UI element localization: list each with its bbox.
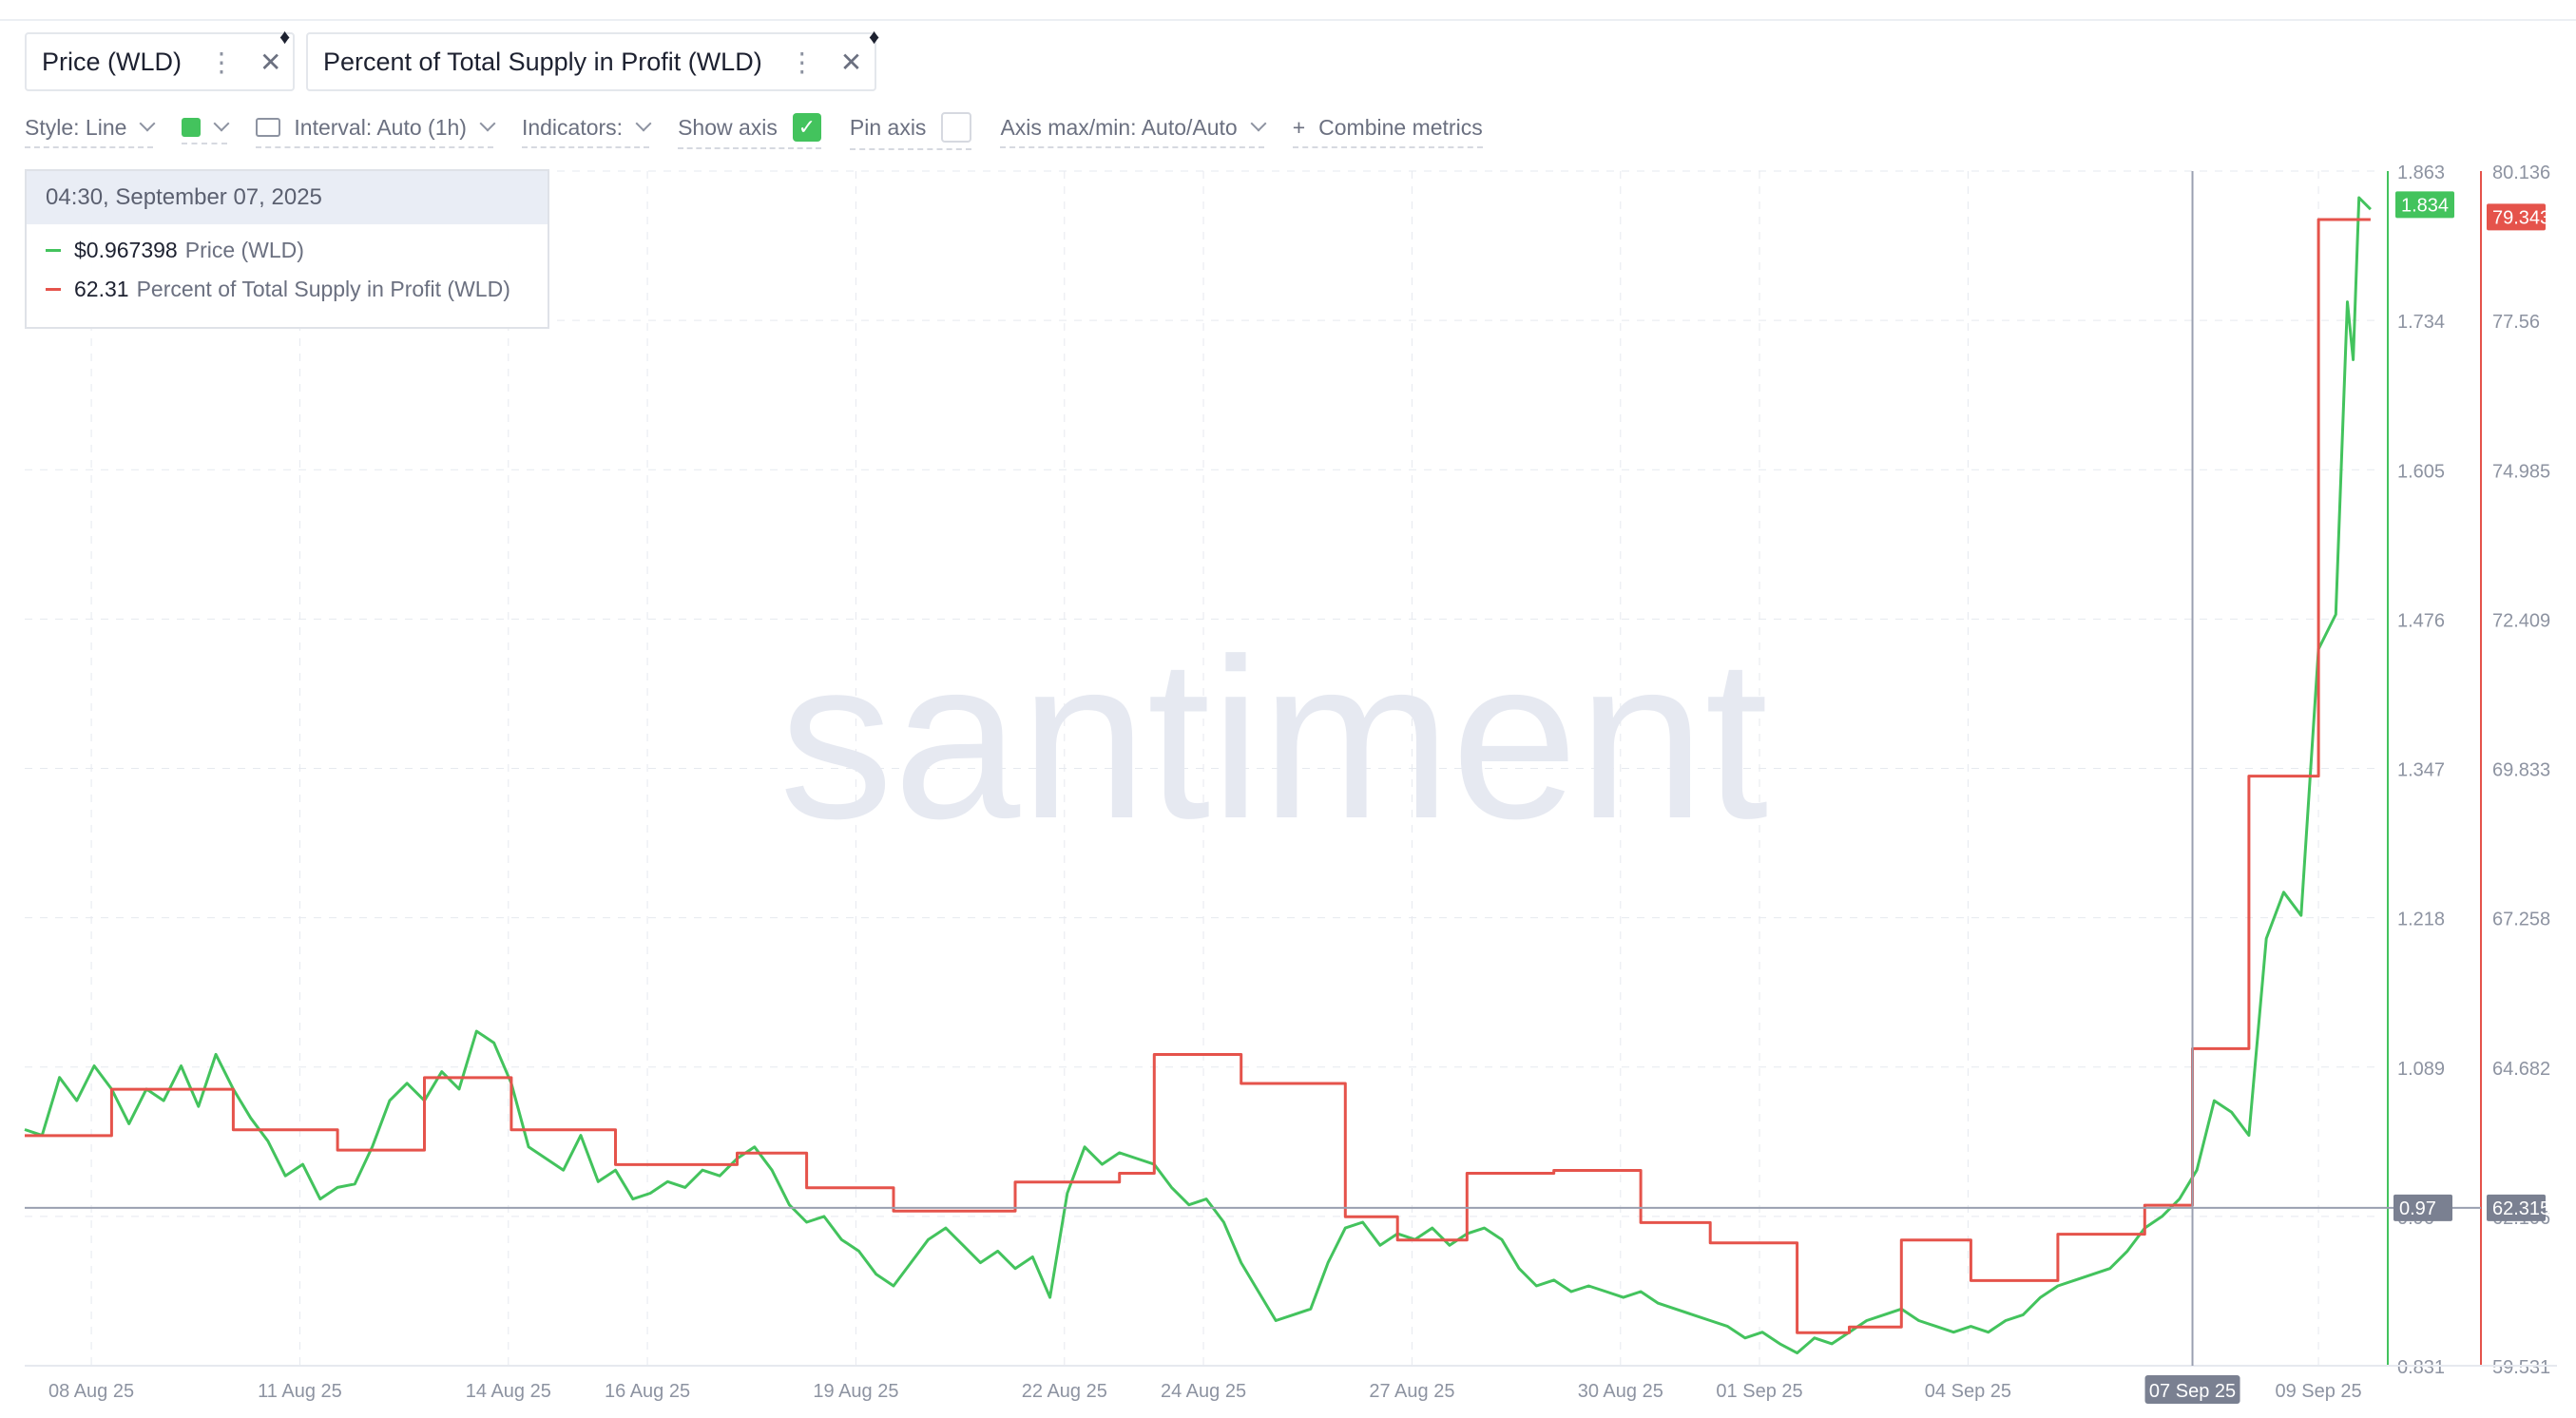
price-crosshair-badge-bg bbox=[2393, 1194, 2452, 1221]
watermark: santiment bbox=[779, 611, 1769, 866]
price-current-badge-bg bbox=[2395, 191, 2454, 219]
y-left-tick-label: 1.605 bbox=[2397, 461, 2445, 482]
x-tick-label: 07 Sep 25 bbox=[2149, 1381, 2236, 1402]
color-swatch bbox=[182, 118, 202, 137]
y-right-tick-label: 80.136 bbox=[2492, 163, 2550, 183]
y-left-tick-label: 1.218 bbox=[2397, 910, 2445, 930]
metric-tab-label: Price (WLD) bbox=[42, 47, 182, 76]
supply-current-badge-bg bbox=[2487, 203, 2546, 231]
y-right-tick-label: 67.258 bbox=[2492, 910, 2550, 930]
close-icon[interactable]: ✕ bbox=[839, 47, 863, 77]
style-dropdown[interactable]: Style: Line bbox=[25, 114, 156, 148]
series-line[interactable] bbox=[25, 218, 2371, 1334]
color-picker[interactable] bbox=[182, 115, 230, 144]
checkmark-icon[interactable]: ✓ bbox=[792, 113, 821, 142]
x-tick-label: 14 Aug 25 bbox=[466, 1381, 551, 1402]
ethereum-icon: ♦ bbox=[279, 25, 291, 48]
price-current-badge: 1.834 bbox=[2401, 195, 2449, 216]
x-tick-label: 09 Sep 25 bbox=[2275, 1381, 2361, 1402]
series-line[interactable] bbox=[24, 196, 2372, 1355]
y-left-tick-label: 0.831 bbox=[2397, 1357, 2445, 1378]
y-left-tick-label: 1.476 bbox=[2397, 610, 2445, 631]
legend-dash bbox=[46, 288, 61, 291]
pin-axis-checkbox[interactable] bbox=[941, 112, 972, 143]
metric-tab-supply-in-profit[interactable]: Percent of Total Supply in Profit (WLD) … bbox=[306, 32, 876, 91]
indicators-label: Indicators: bbox=[521, 114, 624, 140]
combine-metrics-label: Combine metrics bbox=[1318, 114, 1483, 140]
price-crosshair-badge: 0.97 bbox=[2399, 1198, 2436, 1219]
series-layer bbox=[24, 196, 2372, 1355]
style-label: Style: Line bbox=[25, 114, 127, 140]
tooltip-date: 04:30, September 07, 2025 bbox=[27, 171, 548, 224]
tooltip-label: Percent of Total Supply in Profit (WLD) bbox=[136, 277, 510, 301]
axis-minmax-label: Axis max/min: Auto/Auto bbox=[1000, 114, 1238, 140]
combine-metrics-button[interactable]: + Combine metrics bbox=[1292, 114, 1483, 148]
y-right-tick-label: 69.833 bbox=[2492, 760, 2550, 781]
supply-crosshair-badge: 62.315 bbox=[2492, 1198, 2550, 1219]
more-options-icon[interactable]: ⋮ bbox=[788, 47, 816, 77]
chart-toolbar: Style: Line Interval: Auto (1h) Indicato… bbox=[25, 112, 1511, 150]
y-left-tick-label: 1.863 bbox=[2397, 163, 2445, 183]
tooltip-row-supply: 62.31 Percent of Total Supply in Profit … bbox=[46, 277, 548, 302]
axis-minmax-dropdown[interactable]: Axis max/min: Auto/Auto bbox=[1000, 114, 1267, 148]
hover-tooltip: 04:30, September 07, 2025 $0.967398 Pric… bbox=[25, 169, 549, 329]
y-right-tick-label: 77.56 bbox=[2492, 312, 2540, 333]
interval-icon bbox=[256, 118, 281, 137]
pin-axis-label: Pin axis bbox=[849, 114, 927, 140]
supply-crosshair-badge-bg bbox=[2487, 1194, 2546, 1221]
x-tick-label: 22 Aug 25 bbox=[1022, 1381, 1107, 1402]
x-tick-label: 11 Aug 25 bbox=[258, 1381, 342, 1402]
ethereum-icon: ♦ bbox=[869, 25, 880, 48]
x-tick-label: 01 Sep 25 bbox=[1716, 1381, 1802, 1402]
x-tick-label: 24 Aug 25 bbox=[1161, 1381, 1246, 1402]
indicators-dropdown[interactable]: Indicators: bbox=[521, 114, 652, 148]
y-right-tick-label: 74.985 bbox=[2492, 461, 2550, 482]
show-axis-toggle[interactable]: Show axis ✓ bbox=[678, 113, 821, 149]
y-left-tick-label: 1.734 bbox=[2397, 312, 2445, 333]
pin-axis-toggle[interactable]: Pin axis bbox=[849, 112, 972, 150]
metric-tab-price[interactable]: Price (WLD) ⋮ ✕ bbox=[25, 32, 295, 91]
x-tick-label: 16 Aug 25 bbox=[605, 1381, 690, 1402]
y-right-tick-label: 64.682 bbox=[2492, 1059, 2550, 1080]
supply-current-badge: 79.343 bbox=[2492, 207, 2550, 228]
metric-tab-label: Percent of Total Supply in Profit (WLD) bbox=[323, 47, 762, 76]
interval-label: Interval: Auto (1h) bbox=[294, 114, 467, 140]
tooltip-row-price: $0.967398 Price (WLD) bbox=[46, 238, 548, 263]
more-options-icon[interactable]: ⋮ bbox=[208, 47, 235, 77]
y-left-tick-label: 1.347 bbox=[2397, 760, 2445, 781]
y-left-tick-label: 1.089 bbox=[2397, 1059, 2445, 1080]
tooltip-value: $0.967398 bbox=[74, 238, 178, 262]
x-tick-label: 19 Aug 25 bbox=[813, 1381, 898, 1402]
top-divider bbox=[0, 19, 2576, 21]
interval-dropdown[interactable]: Interval: Auto (1h) bbox=[256, 114, 496, 148]
y-right-tick-label: 72.409 bbox=[2492, 610, 2550, 631]
x-tick-label: 27 Aug 25 bbox=[1369, 1381, 1454, 1402]
show-axis-label: Show axis bbox=[678, 114, 778, 140]
close-icon[interactable]: ✕ bbox=[260, 47, 282, 77]
x-tick-label: 08 Aug 25 bbox=[48, 1381, 134, 1402]
axes: 1.8631.7341.6051.4761.3471.2181.0890.960… bbox=[25, 163, 2557, 1404]
plus-icon: + bbox=[1292, 114, 1306, 140]
x-tick-label: 30 Aug 25 bbox=[1578, 1381, 1663, 1402]
tooltip-value: 62.31 bbox=[74, 277, 129, 301]
x-tick-highlight bbox=[2144, 1375, 2240, 1404]
x-tick-label: 04 Sep 25 bbox=[1925, 1381, 2011, 1402]
tooltip-label: Price (WLD) bbox=[184, 238, 304, 262]
y-right-tick-label: 59.531 bbox=[2492, 1357, 2550, 1378]
legend-dash bbox=[46, 249, 61, 252]
